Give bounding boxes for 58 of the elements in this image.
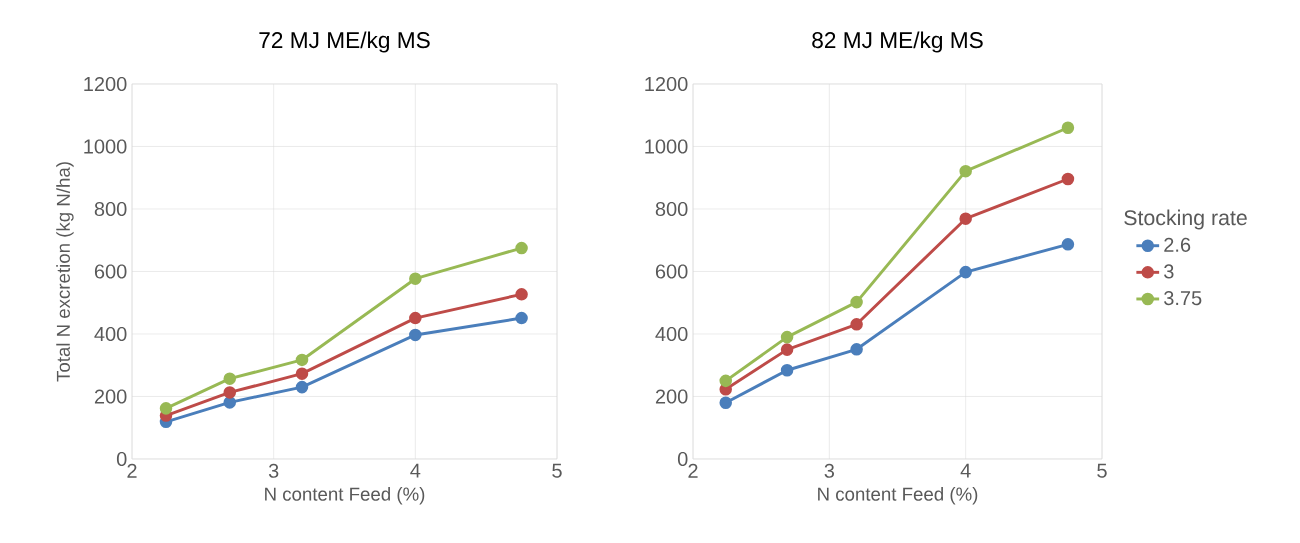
point [959,164,972,178]
y-tick-label: 600 [655,264,688,279]
y-tick-label: 400 [94,326,127,342]
x-tick-label: 4 [960,463,971,478]
y-tick-label: 400 [655,326,688,342]
y-tick-label: 600 [94,264,127,279]
y-tick-label: 200 [655,389,688,404]
point [223,386,237,399]
point [515,311,528,325]
y-tick-label: 200 [94,389,127,404]
x-tick-label: 4 [410,463,421,478]
point [295,353,309,367]
y-tick-label: 800 [655,201,688,217]
x-tick-label: 3 [824,463,835,478]
point [409,328,422,342]
y-tick-label: 0 [677,451,688,467]
y-tick-label: 1000 [84,139,127,154]
y-tick-label: 1000 [645,139,688,154]
legend-label: 3.75 [1164,290,1202,306]
point [959,212,972,225]
point [409,311,422,325]
y-axis-title: Total N excretion (kg N/ha) [56,162,74,382]
y-tick-label: 800 [94,201,127,217]
x-axis-title: N content Feed (%) [818,487,978,505]
y-tick-label: 0 [116,451,127,467]
point [1061,121,1075,135]
point [159,402,173,415]
legend-label: 2.6 [1164,237,1191,252]
point [780,330,794,344]
x-tick-label: 2 [127,463,137,478]
point [850,318,863,331]
point [295,367,309,380]
point [959,265,972,279]
point [719,374,732,388]
point [850,295,863,309]
point [223,372,237,385]
point [515,288,528,301]
point [409,272,422,285]
point [515,241,528,255]
point [850,343,863,356]
point [223,396,237,409]
chart-title: 72 MJ ME/kg MS [259,31,430,53]
legend-label: 3 [1164,264,1174,279]
chart-title: 82 MJ ME/kg MS [812,31,983,53]
legend-title: Stocking rate [1124,209,1247,230]
x-axis-title: N content Feed (%) [265,487,425,505]
x-tick-label: 3 [268,463,279,478]
x-tick-label: 5 [1097,463,1107,478]
y-tick-label: 1200 [84,76,127,92]
x-tick-label: 5 [552,463,562,478]
x-tick-label: 2 [688,463,698,478]
point [295,380,309,394]
point [780,363,794,377]
point [780,343,794,356]
point [1061,172,1075,186]
y-tick-label: 1200 [645,76,688,92]
point [719,396,732,410]
point [1061,238,1075,251]
